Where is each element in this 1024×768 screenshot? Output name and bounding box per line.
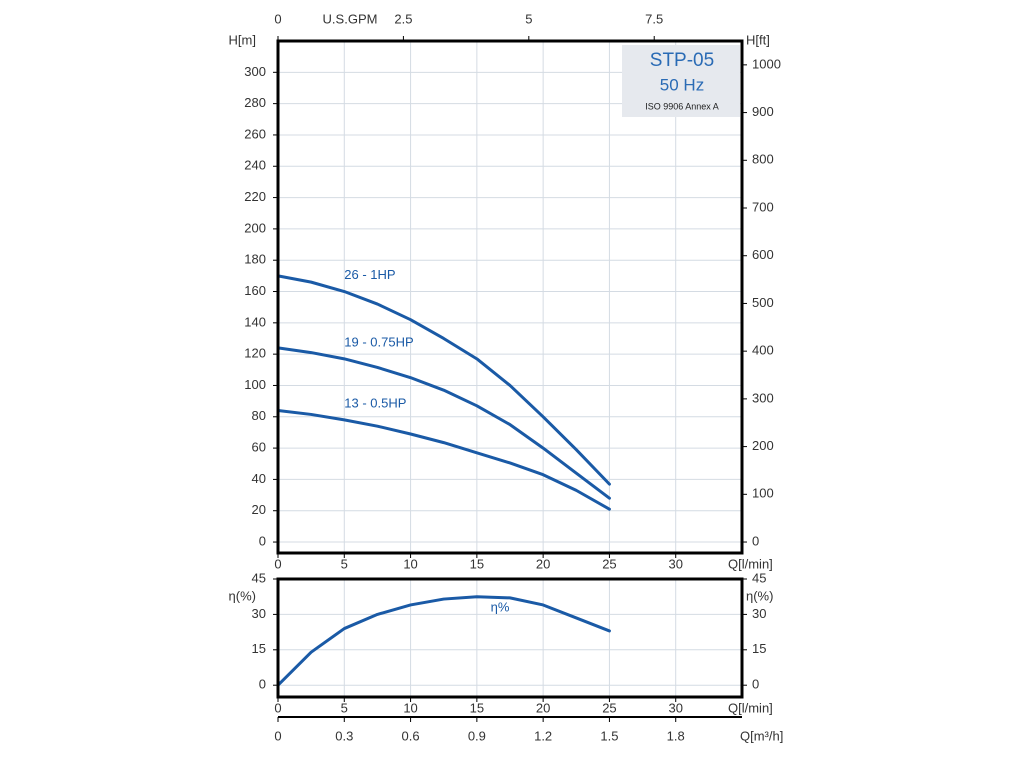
x2-tick-label: 0 bbox=[274, 11, 281, 26]
plot-frame bbox=[276, 577, 744, 699]
x-tick-label: 10 bbox=[403, 700, 417, 715]
y2-tick-label: 0 bbox=[752, 533, 759, 548]
x2-tick-label: 2.5 bbox=[394, 11, 412, 26]
y-tick-label: 0 bbox=[259, 533, 266, 548]
x-tick-label: 5 bbox=[341, 556, 348, 571]
x2-tick-label: 0.9 bbox=[468, 728, 486, 743]
y2-tick-label: 0 bbox=[752, 677, 759, 692]
y-tick-label: 180 bbox=[244, 252, 266, 267]
x2-tick-label: 5 bbox=[525, 11, 532, 26]
x-tick-label: 0 bbox=[274, 700, 281, 715]
y2-tick-label: 200 bbox=[752, 438, 774, 453]
y-tick-label: 280 bbox=[244, 95, 266, 110]
x-tick-label: 15 bbox=[470, 556, 484, 571]
curve bbox=[276, 595, 611, 687]
curve-label: 19 - 0.75HP bbox=[344, 334, 413, 349]
model-text: 50 Hz bbox=[660, 75, 704, 94]
model-text: ISO 9906 Annex A bbox=[645, 101, 719, 111]
y-tick-label: 40 bbox=[252, 471, 266, 486]
y-tick-label: 160 bbox=[244, 283, 266, 298]
y-tick-label: 15 bbox=[252, 641, 266, 656]
y-tick-label: 140 bbox=[244, 314, 266, 329]
x-tick-label: 5 bbox=[341, 700, 348, 715]
x2-tick-label: 1.2 bbox=[534, 728, 552, 743]
x2-tick-label: 0.3 bbox=[335, 728, 353, 743]
y2-tick-label: 15 bbox=[752, 641, 766, 656]
y2-tick-label: 400 bbox=[752, 343, 774, 358]
x-tick-label: 25 bbox=[602, 556, 616, 571]
x-axis-label: Q[l/min] bbox=[728, 700, 773, 715]
y-tick-label: 200 bbox=[244, 220, 266, 235]
x-tick-label: 0 bbox=[274, 556, 281, 571]
y-tick-label: 30 bbox=[252, 606, 266, 621]
x-tick-label: 10 bbox=[403, 556, 417, 571]
x2-tick-label: 7.5 bbox=[645, 11, 663, 26]
y2-tick-label: 700 bbox=[752, 199, 774, 214]
y2-tick-label: 100 bbox=[752, 486, 774, 501]
y2-tick-label: 600 bbox=[752, 247, 774, 262]
y-tick-label: 60 bbox=[252, 440, 266, 455]
y2-tick-label: 1000 bbox=[752, 56, 781, 71]
curve-label: 26 - 1HP bbox=[344, 267, 395, 282]
x2-tick-label: 0 bbox=[274, 728, 281, 743]
y-tick-label: 240 bbox=[244, 158, 266, 173]
y2-axis-label: H[ft] bbox=[746, 32, 770, 47]
x2-tick-label: 1.8 bbox=[667, 728, 685, 743]
y-tick-label: 120 bbox=[244, 346, 266, 361]
y2-tick-label: 30 bbox=[752, 606, 766, 621]
x-tick-label: 20 bbox=[536, 556, 550, 571]
x-tick-label: 30 bbox=[668, 700, 682, 715]
model-box bbox=[622, 45, 740, 117]
curve bbox=[276, 409, 611, 511]
y-tick-label: 45 bbox=[252, 570, 266, 585]
model-text: STP-05 bbox=[650, 50, 714, 71]
y-tick-label: 100 bbox=[244, 377, 266, 392]
x-tick-label: 30 bbox=[668, 556, 682, 571]
curve-label: η% bbox=[491, 599, 510, 614]
y-axis-label: η(%) bbox=[229, 588, 256, 603]
y-tick-label: 0 bbox=[259, 677, 266, 692]
x-tick-label: 15 bbox=[470, 700, 484, 715]
curve bbox=[276, 274, 611, 486]
curve bbox=[276, 346, 611, 500]
x-tick-label: 25 bbox=[602, 700, 616, 715]
y-tick-label: 220 bbox=[244, 189, 266, 204]
x2-tick-label: 0.6 bbox=[402, 728, 420, 743]
y2-tick-label: 900 bbox=[752, 104, 774, 119]
curve-label: 13 - 0.5HP bbox=[344, 395, 406, 410]
y-tick-label: 80 bbox=[252, 408, 266, 423]
x2-axis-label: Q[m³/h] bbox=[740, 728, 783, 743]
x-tick-label: 20 bbox=[536, 700, 550, 715]
y-tick-label: 20 bbox=[252, 502, 266, 517]
y2-tick-label: 300 bbox=[752, 390, 774, 405]
y-tick-label: 300 bbox=[244, 64, 266, 79]
y2-tick-label: 800 bbox=[752, 152, 774, 167]
y2-tick-label: 500 bbox=[752, 295, 774, 310]
y2-axis-label: η(%) bbox=[746, 588, 773, 603]
x2-axis-label: U.S.GPM bbox=[323, 11, 378, 26]
y2-tick-label: 45 bbox=[752, 570, 766, 585]
y-tick-label: 260 bbox=[244, 126, 266, 141]
y-axis-label: H[m] bbox=[229, 32, 256, 47]
x-axis-label: Q[l/min] bbox=[728, 556, 773, 571]
x2-tick-label: 1.5 bbox=[600, 728, 618, 743]
plot-frame bbox=[276, 39, 744, 555]
